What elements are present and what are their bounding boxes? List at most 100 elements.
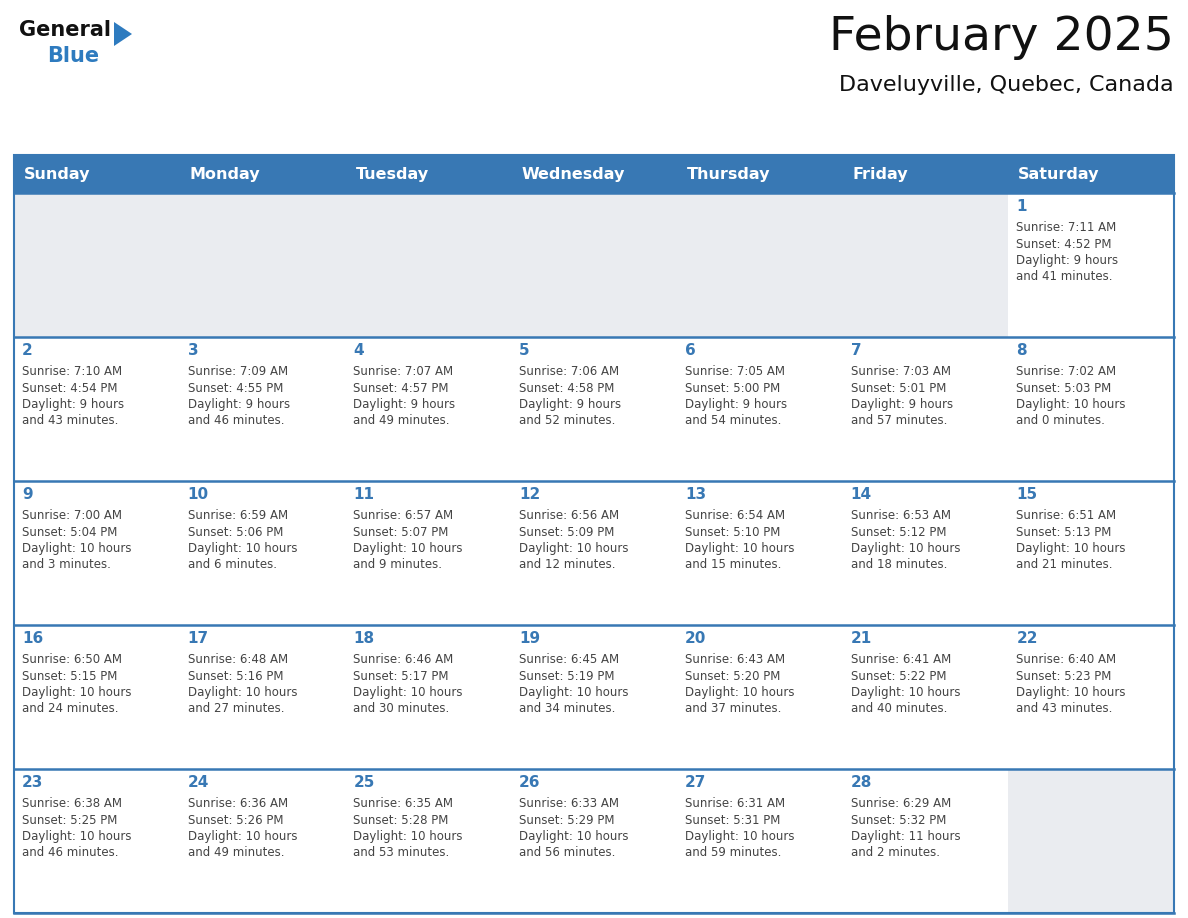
Text: Sunrise: 6:45 AM: Sunrise: 6:45 AM	[519, 653, 619, 666]
Bar	[346, 337, 511, 481]
Text: Sunset: 5:03 PM: Sunset: 5:03 PM	[1016, 382, 1112, 395]
Text: Sunset: 5:12 PM: Sunset: 5:12 PM	[851, 525, 946, 539]
Text: Sunset: 5:17 PM: Sunset: 5:17 PM	[353, 669, 449, 682]
Text: Daylight: 10 hours: Daylight: 10 hours	[851, 686, 960, 699]
Text: Sunrise: 6:59 AM: Sunrise: 6:59 AM	[188, 509, 287, 522]
Bar	[14, 193, 179, 337]
Text: Sunset: 5:32 PM: Sunset: 5:32 PM	[851, 813, 946, 826]
Text: Sunrise: 6:54 AM: Sunrise: 6:54 AM	[684, 509, 785, 522]
Text: and 53 minutes.: and 53 minutes.	[353, 846, 450, 859]
Text: and 41 minutes.: and 41 minutes.	[1016, 271, 1113, 284]
Bar	[179, 337, 346, 481]
Bar	[179, 193, 346, 337]
Bar	[14, 155, 1174, 193]
Bar	[346, 193, 511, 337]
Text: and 12 minutes.: and 12 minutes.	[519, 558, 615, 572]
Bar	[346, 481, 511, 625]
Text: Sunrise: 6:31 AM: Sunrise: 6:31 AM	[684, 797, 785, 810]
Text: and 18 minutes.: and 18 minutes.	[851, 558, 947, 572]
Text: Daylight: 11 hours: Daylight: 11 hours	[851, 830, 960, 843]
Text: and 49 minutes.: and 49 minutes.	[188, 846, 284, 859]
Text: Daylight: 9 hours: Daylight: 9 hours	[851, 398, 953, 411]
Text: Sunset: 5:23 PM: Sunset: 5:23 PM	[1016, 669, 1112, 682]
Text: and 46 minutes.: and 46 minutes.	[188, 415, 284, 428]
Bar	[511, 337, 677, 481]
Text: Blue: Blue	[48, 46, 99, 66]
Text: 27: 27	[684, 775, 706, 790]
Text: 8: 8	[1016, 343, 1026, 358]
Bar	[14, 625, 179, 769]
Text: Daylight: 10 hours: Daylight: 10 hours	[353, 830, 463, 843]
Text: Sunset: 5:20 PM: Sunset: 5:20 PM	[684, 669, 781, 682]
Polygon shape	[114, 22, 132, 46]
Text: Daylight: 10 hours: Daylight: 10 hours	[353, 686, 463, 699]
Text: General: General	[19, 20, 110, 40]
Text: Sunrise: 7:06 AM: Sunrise: 7:06 AM	[519, 365, 619, 378]
Bar	[1009, 193, 1174, 337]
Text: and 9 minutes.: and 9 minutes.	[353, 558, 442, 572]
Text: and 59 minutes.: and 59 minutes.	[684, 846, 782, 859]
Text: 24: 24	[188, 775, 209, 790]
Text: 26: 26	[519, 775, 541, 790]
Text: Daylight: 9 hours: Daylight: 9 hours	[353, 398, 455, 411]
Text: 25: 25	[353, 775, 374, 790]
Text: and 2 minutes.: and 2 minutes.	[851, 846, 940, 859]
Text: Sunset: 5:15 PM: Sunset: 5:15 PM	[23, 669, 118, 682]
Text: Daylight: 10 hours: Daylight: 10 hours	[1016, 542, 1126, 555]
Bar	[842, 193, 1009, 337]
Text: Sunset: 4:54 PM: Sunset: 4:54 PM	[23, 382, 118, 395]
Text: 21: 21	[851, 631, 872, 646]
Text: Monday: Monday	[190, 166, 260, 182]
Text: Sunrise: 7:07 AM: Sunrise: 7:07 AM	[353, 365, 454, 378]
Text: 12: 12	[519, 487, 541, 502]
Bar	[842, 769, 1009, 913]
Text: Sunset: 5:29 PM: Sunset: 5:29 PM	[519, 813, 614, 826]
Text: Sunset: 5:04 PM: Sunset: 5:04 PM	[23, 525, 118, 539]
Bar	[842, 481, 1009, 625]
Text: and 21 minutes.: and 21 minutes.	[1016, 558, 1113, 572]
Text: and 34 minutes.: and 34 minutes.	[519, 702, 615, 715]
Text: Daylight: 9 hours: Daylight: 9 hours	[188, 398, 290, 411]
Bar	[511, 193, 677, 337]
Text: Sunrise: 7:00 AM: Sunrise: 7:00 AM	[23, 509, 122, 522]
Bar	[511, 769, 677, 913]
Text: Sunrise: 7:03 AM: Sunrise: 7:03 AM	[851, 365, 950, 378]
Text: and 49 minutes.: and 49 minutes.	[353, 415, 450, 428]
Text: Daylight: 10 hours: Daylight: 10 hours	[519, 830, 628, 843]
Text: Daylight: 9 hours: Daylight: 9 hours	[684, 398, 786, 411]
Text: Sunrise: 6:43 AM: Sunrise: 6:43 AM	[684, 653, 785, 666]
Bar	[1009, 625, 1174, 769]
Bar	[842, 337, 1009, 481]
Text: and 37 minutes.: and 37 minutes.	[684, 702, 782, 715]
Bar	[179, 481, 346, 625]
Text: Sunrise: 6:40 AM: Sunrise: 6:40 AM	[1016, 653, 1117, 666]
Bar	[14, 155, 1174, 913]
Text: 11: 11	[353, 487, 374, 502]
Text: Sunset: 4:52 PM: Sunset: 4:52 PM	[1016, 238, 1112, 251]
Text: Daylight: 10 hours: Daylight: 10 hours	[851, 542, 960, 555]
Text: and 6 minutes.: and 6 minutes.	[188, 558, 277, 572]
Text: Sunrise: 6:41 AM: Sunrise: 6:41 AM	[851, 653, 950, 666]
Text: Sunrise: 6:46 AM: Sunrise: 6:46 AM	[353, 653, 454, 666]
Text: and 56 minutes.: and 56 minutes.	[519, 846, 615, 859]
Text: Tuesday: Tuesday	[355, 166, 429, 182]
Text: Sunset: 5:31 PM: Sunset: 5:31 PM	[684, 813, 781, 826]
Text: Sunrise: 6:36 AM: Sunrise: 6:36 AM	[188, 797, 287, 810]
Text: Sunset: 5:28 PM: Sunset: 5:28 PM	[353, 813, 449, 826]
Text: Daylight: 9 hours: Daylight: 9 hours	[519, 398, 621, 411]
Bar	[179, 769, 346, 913]
Text: and 54 minutes.: and 54 minutes.	[684, 415, 782, 428]
Text: Friday: Friday	[853, 166, 908, 182]
Text: 14: 14	[851, 487, 872, 502]
Bar	[677, 481, 842, 625]
Text: and 43 minutes.: and 43 minutes.	[1016, 702, 1113, 715]
Text: Sunrise: 6:35 AM: Sunrise: 6:35 AM	[353, 797, 454, 810]
Text: Sunset: 5:01 PM: Sunset: 5:01 PM	[851, 382, 946, 395]
Text: and 27 minutes.: and 27 minutes.	[188, 702, 284, 715]
Text: 23: 23	[23, 775, 44, 790]
Text: 17: 17	[188, 631, 209, 646]
Text: 4: 4	[353, 343, 364, 358]
Text: and 40 minutes.: and 40 minutes.	[851, 702, 947, 715]
Text: 15: 15	[1016, 487, 1037, 502]
Text: Thursday: Thursday	[687, 166, 770, 182]
